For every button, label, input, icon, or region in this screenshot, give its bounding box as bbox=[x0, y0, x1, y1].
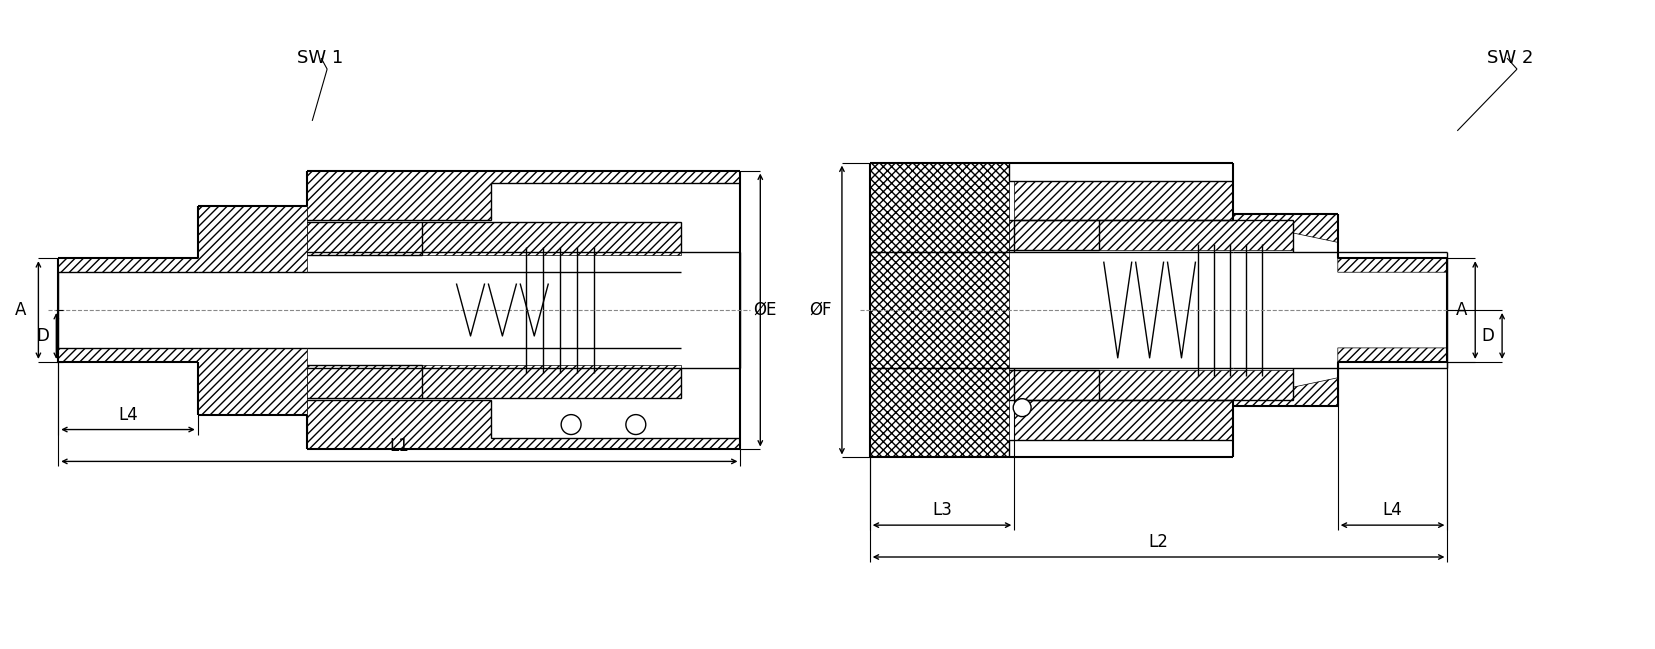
Polygon shape bbox=[1099, 370, 1293, 400]
Polygon shape bbox=[1013, 180, 1233, 221]
Polygon shape bbox=[422, 365, 680, 398]
Polygon shape bbox=[1008, 221, 1099, 251]
Text: L4: L4 bbox=[118, 406, 137, 424]
Text: L4: L4 bbox=[1382, 501, 1402, 519]
Text: SW 1: SW 1 bbox=[298, 49, 343, 67]
Polygon shape bbox=[1013, 400, 1233, 439]
Text: L1: L1 bbox=[389, 437, 409, 456]
Polygon shape bbox=[1099, 221, 1293, 251]
Polygon shape bbox=[1233, 214, 1446, 272]
Polygon shape bbox=[308, 400, 740, 450]
Polygon shape bbox=[1233, 348, 1446, 406]
Polygon shape bbox=[308, 365, 422, 398]
Text: ØE: ØE bbox=[753, 301, 776, 319]
Circle shape bbox=[626, 415, 645, 435]
Polygon shape bbox=[308, 223, 422, 255]
Text: D: D bbox=[36, 327, 48, 345]
Polygon shape bbox=[869, 163, 1008, 458]
Circle shape bbox=[1013, 398, 1031, 417]
Polygon shape bbox=[422, 223, 680, 255]
Polygon shape bbox=[308, 171, 740, 221]
Polygon shape bbox=[58, 206, 308, 272]
Polygon shape bbox=[58, 348, 308, 415]
Text: SW 2: SW 2 bbox=[1486, 49, 1533, 67]
Polygon shape bbox=[1008, 370, 1099, 400]
Text: A: A bbox=[1455, 301, 1466, 319]
Circle shape bbox=[561, 415, 581, 435]
Text: L3: L3 bbox=[932, 501, 952, 519]
Text: L2: L2 bbox=[1149, 533, 1168, 551]
Text: A: A bbox=[15, 301, 26, 319]
Text: D: D bbox=[1481, 327, 1494, 345]
Text: ØF: ØF bbox=[808, 301, 831, 319]
